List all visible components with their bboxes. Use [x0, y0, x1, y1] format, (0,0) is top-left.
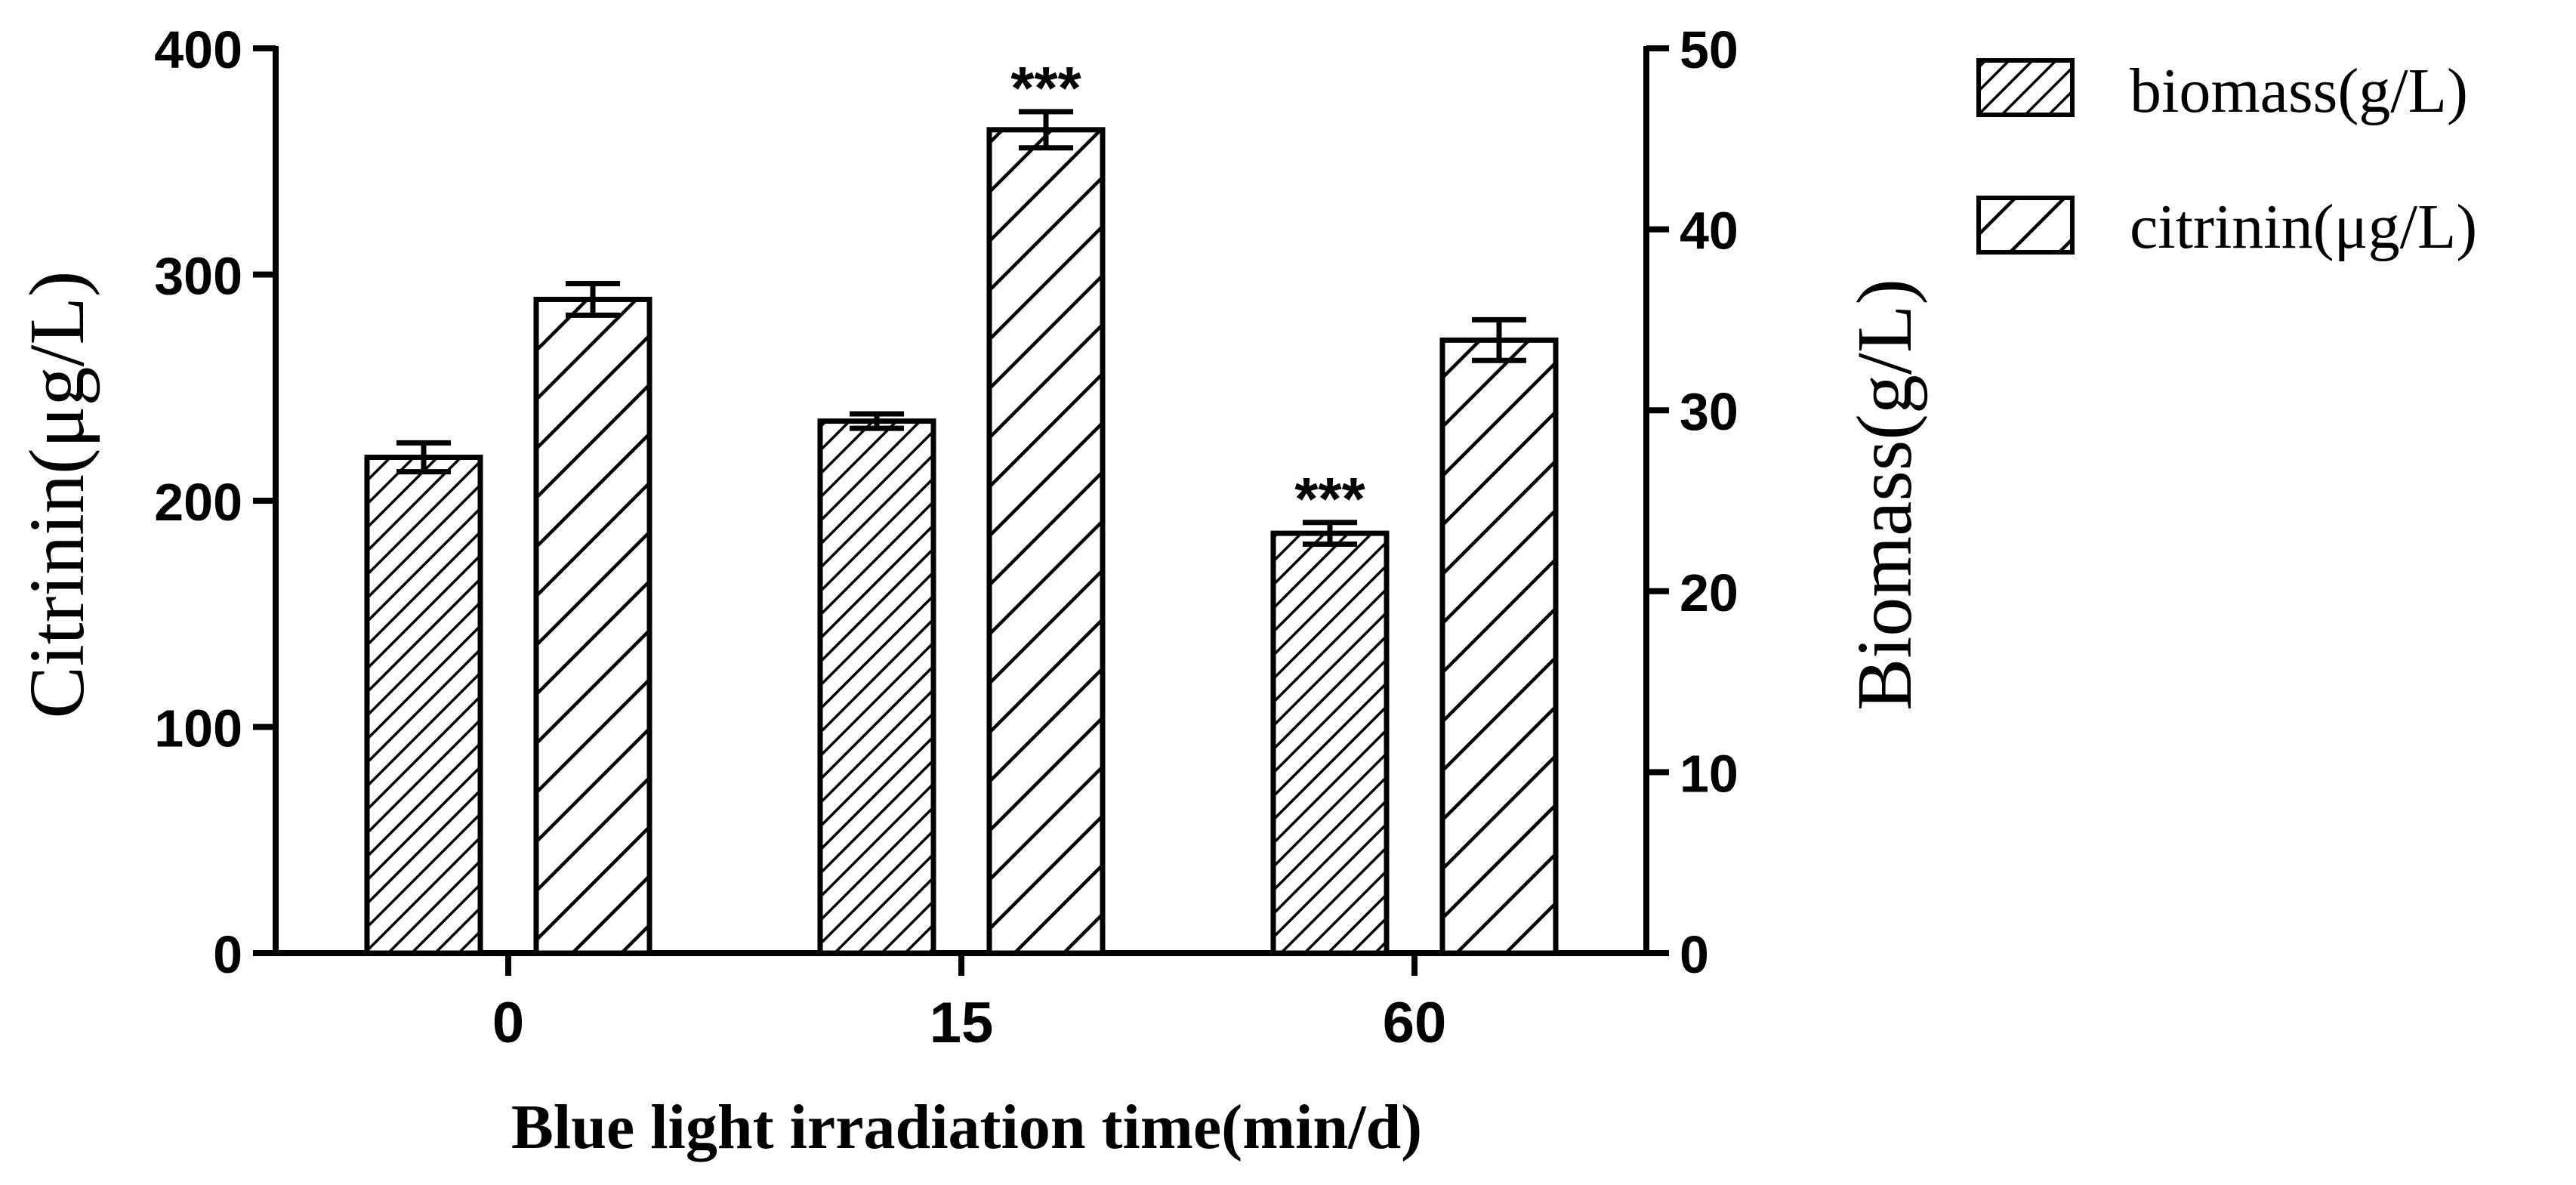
legend-label-citrinin: citrinin(μg/L)	[2130, 192, 2477, 262]
right-tick-label: 20	[1680, 563, 1738, 622]
bar-citrinin[interactable]	[1439, 337, 1559, 956]
axes: 0 100 200 300 400 0 10 20 30 40 50 0 15 60	[154, 20, 1738, 1055]
error-bar	[566, 280, 620, 318]
error-bar	[1303, 520, 1357, 548]
legend-item-citrinin[interactable]: citrinin(μg/L)	[1976, 192, 2477, 262]
legend: biomass(g/L) citrinin(μg/L)	[1976, 56, 2477, 262]
left-tick-label: 300	[154, 247, 242, 306]
legend-label-biomass: biomass(g/L)	[2130, 56, 2468, 126]
bar-citrinin[interactable]	[986, 127, 1106, 956]
bar-biomass[interactable]	[364, 454, 483, 956]
significance-label: ***	[1010, 54, 1081, 122]
error-bar	[396, 440, 451, 475]
legend-item-biomass[interactable]: biomass(g/L)	[1976, 56, 2468, 126]
right-axis-title: Biomass(g/L)	[1841, 279, 1928, 711]
x-tick-label: 15	[930, 991, 994, 1055]
right-tick-label: 30	[1680, 382, 1738, 441]
bar-citrinin[interactable]	[533, 296, 652, 956]
bars: *** ***	[364, 54, 1559, 956]
left-tick-label: 200	[154, 473, 242, 532]
bar-biomass[interactable]	[817, 418, 936, 956]
error-bar	[1472, 316, 1526, 363]
x-tick-label: 60	[1383, 991, 1447, 1055]
x-tick-label: 0	[492, 991, 524, 1055]
left-tick-label: 100	[154, 699, 242, 758]
right-tick-label: 50	[1680, 20, 1738, 79]
x-axis-title: Blue light irradiation time(min/d)	[511, 1092, 1422, 1162]
left-tick-label: 0	[213, 925, 242, 984]
bar-biomass[interactable]	[1270, 530, 1390, 956]
legend-swatch-citrinin	[1976, 196, 2075, 255]
significance-label: ***	[1294, 465, 1365, 532]
left-tick-label: 400	[154, 20, 242, 79]
left-axis-title: Citrinin(μg/L)	[14, 270, 100, 718]
right-tick-label: 10	[1680, 744, 1738, 803]
error-bar	[850, 411, 904, 431]
error-bar	[1019, 109, 1073, 151]
right-tick-label: 0	[1680, 925, 1709, 984]
legend-swatch-biomass	[1976, 58, 2075, 117]
right-tick-label: 40	[1680, 202, 1738, 261]
